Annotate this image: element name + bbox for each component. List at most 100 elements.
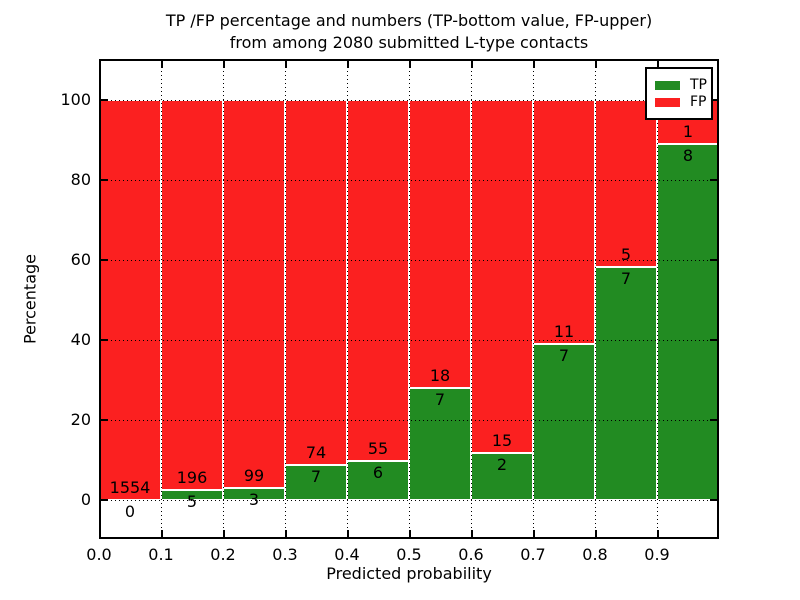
x-tick-mark [533,530,535,537]
legend-item: FP [655,95,711,109]
left-spine [99,59,101,539]
fp-count-label: 15 [491,430,513,450]
v-gridline [285,59,286,539]
v-gridline [161,59,162,539]
x-tick-label: 0.9 [644,545,670,564]
fp-bar [471,100,533,453]
tp-count-label: 6 [372,462,384,482]
legend-item-label: FP [690,94,707,110]
y-tick-mark [710,179,717,181]
fp-count-label: 18 [429,366,451,385]
tp-bar [471,452,533,500]
fp-bar [161,100,223,491]
tp-count-label: 8 [682,146,694,166]
fp-bar [99,100,161,500]
x-tick-label: 0.0 [86,545,112,564]
plot-area: TP FP 1554 0 196 5 99 3 74 7 55 6 18 7 15 2 11 7 5 7 1 8 [99,59,719,539]
tp-count-label: 3 [248,490,260,510]
y-axis-label: Percentage [20,253,40,345]
y-tick-mark [101,339,108,341]
y-tick-mark [710,419,717,421]
tp-count-label: 7 [434,390,446,409]
tp-bar [657,144,719,500]
chart-title-line1: TP /FP percentage and numbers (TP-bottom… [165,11,653,30]
y-tick-label: 100 [60,90,91,109]
y-tick-mark [101,259,108,261]
y-tick-label: 40 [70,330,91,349]
right-spine [717,59,719,539]
x-tick-mark [717,530,719,537]
x-tick-label: 0.1 [148,545,174,564]
fp-bar [285,100,347,466]
v-gridline [657,59,658,539]
fp-count-label: 5 [620,244,632,264]
v-gridline [409,59,410,539]
x-tick-mark [657,61,659,68]
x-tick-mark [161,530,163,537]
x-tick-label: 0.6 [458,545,484,564]
y-tick-mark [101,179,108,181]
v-gridline [595,59,596,539]
v-gridline [347,59,348,539]
x-tick-label: 0.2 [210,545,236,564]
fp-bar [409,100,471,388]
y-tick-mark [710,99,717,101]
fp-count-label: 1554 [109,478,151,497]
x-tick-label: 0.7 [520,545,546,564]
tp-bar [595,266,657,500]
x-tick-mark [409,61,411,68]
fp-legend-swatch [655,97,680,107]
tp-count-label: 7 [558,346,570,366]
y-tick-mark [101,99,108,101]
tp-count-label: 7 [310,467,322,487]
x-tick-label: 0.8 [582,545,608,564]
fp-bar [347,100,409,461]
legend-item: TP [655,78,711,92]
x-tick-mark [471,61,473,68]
top-spine [99,59,719,61]
y-tick-label: 20 [70,410,91,429]
x-tick-label: 0.4 [334,545,360,564]
x-tick-mark [161,61,163,68]
tp-count-label: 7 [620,268,632,288]
tp-count-label: 0 [124,502,136,521]
v-gridline [533,59,534,539]
y-tick-mark [710,499,717,501]
legend: TP FP [645,67,713,120]
fp-count-label: 11 [553,322,575,342]
v-gridline [223,59,224,539]
x-tick-label: 0.3 [272,545,298,564]
tp-bar [285,465,347,500]
tp-bar [533,344,595,500]
legend-item-label: TP [690,77,707,93]
fp-bar [533,100,595,345]
x-tick-mark [223,61,225,68]
y-tick-label: 0 [80,490,91,509]
x-axis-label: Predicted probability [326,564,492,583]
x-tick-mark [347,530,349,537]
x-tick-mark [99,61,101,68]
x-tick-mark [285,61,287,68]
y-tick-mark [101,419,108,421]
y-tick-label: 80 [70,170,91,189]
y-tick-mark [710,339,717,341]
fp-bar [223,100,285,489]
bottom-spine [99,537,719,539]
x-tick-mark [471,530,473,537]
x-tick-mark [347,61,349,68]
tp-bar [409,388,471,500]
tp-count-label: 2 [496,454,508,474]
y-tick-label: 60 [70,250,91,269]
x-tick-mark [595,61,597,68]
x-tick-mark [533,61,535,68]
fp-count-label: 99 [243,466,265,486]
chart-title-line2: from among 2080 submitted L-type contact… [229,33,589,52]
chart-title: TP /FP percentage and numbers (TP-bottom… [99,10,719,54]
fp-count-label: 55 [367,438,389,458]
tp-legend-swatch [655,80,680,90]
x-tick-mark [595,530,597,537]
fp-bar [595,100,657,267]
x-tick-label: 0.5 [396,545,422,564]
fp-count-label: 1 [682,122,694,142]
tp-count-label: 5 [186,492,198,512]
